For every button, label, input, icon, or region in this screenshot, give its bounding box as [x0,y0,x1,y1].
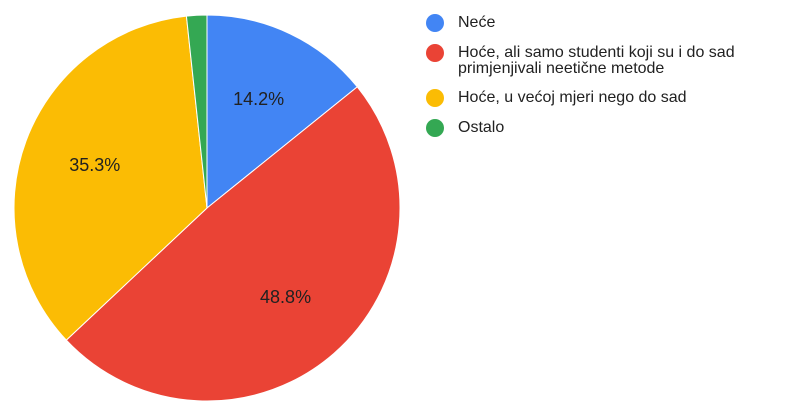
legend-label: Hoće, ali samo studenti koji su i do sad… [458,44,735,77]
pie-slice-hoce-vecoj-mjeri[interactable] [13,15,208,341]
pie-slices [13,14,401,402]
slice-data-label: 14.2% [233,89,284,109]
pie-slice-labels: 14.2% 48.8% 35.3% [69,89,311,307]
legend-swatch-icon [426,119,444,137]
pie-slice-nece[interactable] [206,14,358,210]
pie-slice-ostalo[interactable] [185,14,208,209]
legend-item-nece[interactable]: Neće [426,12,790,32]
legend-label: Hoće, u većoj mjeri nego do sad [458,89,687,106]
legend-swatch-icon [426,14,444,32]
pie-slice-hoce-samo-studenti[interactable] [65,86,401,402]
legend-item-hoce-vecoj-mjeri[interactable]: Hoće, u većoj mjeri nego do sad [426,87,790,107]
legend-swatch-icon [426,89,444,107]
legend-label: Neće [458,14,496,31]
legend-item-ostalo[interactable]: Ostalo [426,117,790,137]
legend-item-hoce-samo-studenti[interactable]: Hoće, ali samo studenti koji su i do sad… [426,42,790,77]
legend-label: Ostalo [458,119,505,136]
slice-data-label: 48.8% [260,287,311,307]
slice-data-label: 35.3% [69,155,120,175]
legend-swatch-icon [426,44,444,62]
legend: Neće Hoće, ali samo studenti koji su i d… [426,12,790,147]
